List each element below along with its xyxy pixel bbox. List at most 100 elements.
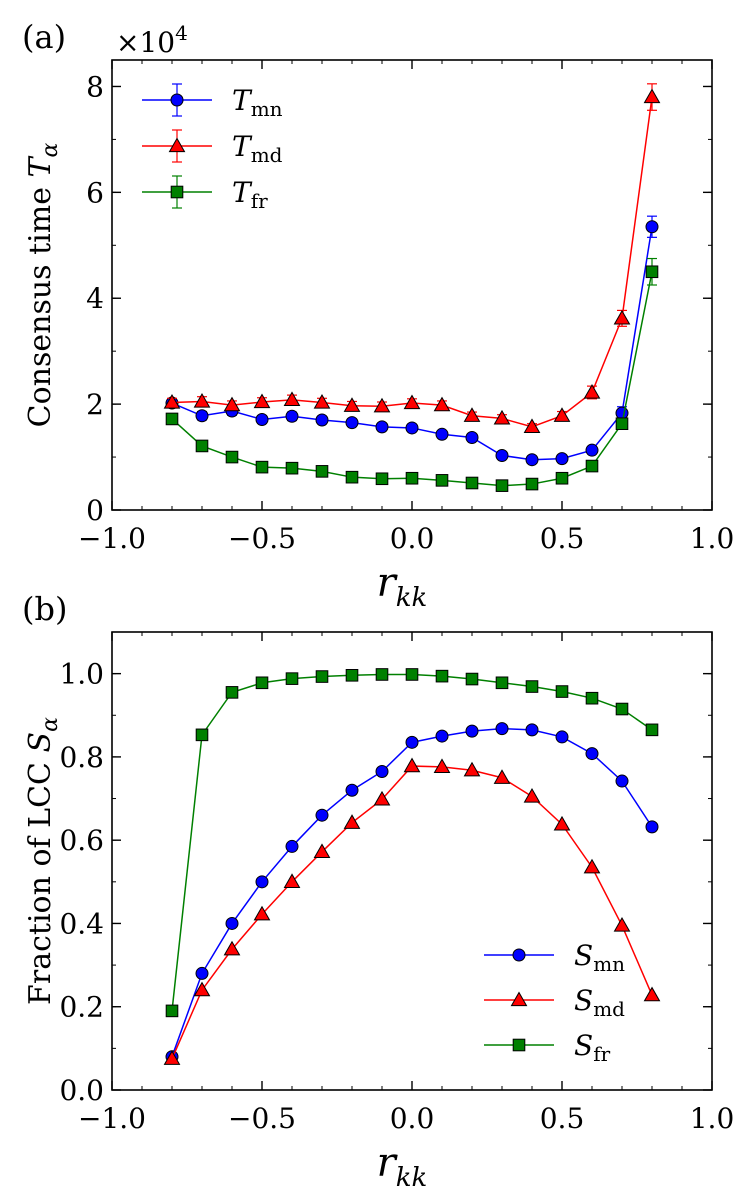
data-point-md bbox=[463, 407, 481, 422]
x-axis-label: rkk bbox=[377, 560, 428, 613]
data-point-mn bbox=[255, 875, 269, 889]
y-tick-label: 0.4 bbox=[59, 907, 104, 940]
y-tick-label: 6 bbox=[86, 176, 104, 209]
data-point-mn bbox=[465, 724, 479, 738]
y-tick-label: 2 bbox=[86, 388, 104, 421]
data-point-fr bbox=[285, 461, 299, 475]
y-multiplier: ×104 bbox=[116, 21, 188, 59]
legend-label-mn: Smn bbox=[574, 939, 625, 976]
data-point-md bbox=[283, 873, 301, 888]
legend-marker-fr bbox=[170, 185, 184, 199]
y-tick-label: 0.6 bbox=[59, 824, 104, 857]
data-point-mn bbox=[435, 729, 449, 743]
data-point-md bbox=[223, 396, 241, 412]
data-point-mn bbox=[435, 427, 449, 441]
legend-label-sub: md bbox=[593, 997, 625, 1021]
legend-marker-fr bbox=[512, 1038, 526, 1052]
panel-b: (b) −1.0 −0.5 0.0 0.5 1.0 0.0 0.2 0.4 0.6 0.8 1.0 rk… bbox=[22, 590, 734, 1191]
data-point-fr bbox=[495, 479, 509, 492]
data-point-md bbox=[613, 917, 631, 932]
data-point-fr bbox=[375, 668, 389, 681]
series-md bbox=[163, 757, 661, 1065]
data-point-md bbox=[223, 940, 241, 956]
data-point-mn bbox=[465, 430, 479, 444]
data-point-fr bbox=[255, 676, 269, 690]
data-point-mn bbox=[615, 774, 629, 788]
y-axis-label-sub: α bbox=[38, 143, 63, 158]
data-point-md bbox=[403, 394, 421, 410]
legend-marker-mn bbox=[512, 948, 526, 962]
series-mn bbox=[165, 215, 659, 467]
data-point-mn bbox=[195, 966, 209, 980]
data-point-md bbox=[373, 397, 391, 413]
data-point-mn bbox=[525, 723, 539, 737]
y-multiplier-exponent: 4 bbox=[175, 21, 188, 45]
panel-a: (a)−1.0 −0.5 0.0 0.5 1.002468×104rkkConsensu… bbox=[22, 18, 734, 613]
data-point-md bbox=[193, 392, 211, 408]
x-axis-label-var: r bbox=[377, 1140, 399, 1186]
data-point-mn bbox=[555, 730, 569, 744]
legend-marker-md bbox=[510, 991, 528, 1007]
y-multiplier-base: ×10 bbox=[116, 26, 175, 59]
legend-label-sub: fr bbox=[251, 189, 268, 213]
data-point-mn bbox=[495, 448, 509, 462]
y-tick-label: 0 bbox=[86, 494, 104, 527]
data-point-mn bbox=[375, 764, 389, 778]
data-point-mn bbox=[315, 413, 329, 427]
data-point-fr bbox=[555, 471, 569, 485]
data-point-md bbox=[553, 407, 571, 422]
data-point-mn bbox=[345, 783, 359, 797]
data-point-mn bbox=[405, 735, 419, 749]
legend-label-var: T bbox=[232, 130, 253, 163]
data-point-mn bbox=[495, 722, 509, 736]
data-point-md bbox=[613, 309, 631, 325]
data-point-fr bbox=[315, 670, 329, 683]
y-axis-label-text: Fraction of LCC bbox=[23, 752, 58, 1004]
data-point-md bbox=[253, 905, 271, 921]
data-point-mn bbox=[615, 406, 629, 420]
legend-label-md: Tmd bbox=[232, 130, 283, 167]
data-point-md bbox=[493, 769, 511, 784]
data-point-md bbox=[343, 397, 361, 412]
x-tick-label: 0.0 bbox=[390, 522, 435, 555]
data-point-fr bbox=[225, 686, 239, 699]
y-axis-label-text: Consensus time bbox=[23, 178, 58, 428]
data-point-md bbox=[433, 396, 451, 412]
x-axis-label: rkk bbox=[377, 1140, 428, 1191]
legend-label-sub: fr bbox=[593, 1042, 610, 1066]
series-fr bbox=[165, 257, 659, 492]
data-point-fr bbox=[525, 680, 539, 693]
data-point-md bbox=[253, 393, 271, 409]
data-point-fr bbox=[435, 474, 449, 487]
data-point-fr bbox=[345, 470, 359, 484]
data-point-fr bbox=[195, 439, 209, 453]
legend-label-md: Smd bbox=[574, 984, 625, 1021]
data-point-mn bbox=[525, 453, 539, 467]
y-axis-label-sub: α bbox=[38, 717, 63, 732]
legend-label-var: S bbox=[574, 984, 593, 1017]
data-point-md bbox=[643, 986, 661, 1002]
legend-label-fr: Tfr bbox=[232, 176, 268, 213]
data-point-md bbox=[403, 757, 421, 773]
data-point-md bbox=[163, 1050, 181, 1065]
data-point-fr bbox=[615, 417, 629, 431]
legend-label-var: T bbox=[232, 176, 253, 209]
data-point-md bbox=[343, 814, 361, 829]
data-point-md bbox=[643, 88, 661, 104]
x-tick-label: −0.5 bbox=[228, 1102, 296, 1135]
legend-label-var: S bbox=[574, 1029, 593, 1062]
y-tick-label: 1.0 bbox=[59, 658, 104, 691]
legend-label-fr: Sfr bbox=[574, 1029, 611, 1066]
y-axis-label-var: S bbox=[23, 732, 58, 753]
data-point-md bbox=[313, 394, 331, 409]
y-tick-label: 0.0 bbox=[59, 1074, 104, 1107]
legend-label-sub: mn bbox=[593, 952, 625, 976]
data-point-fr bbox=[405, 668, 419, 681]
data-point-mn bbox=[585, 747, 599, 761]
data-point-mn bbox=[645, 820, 659, 834]
y-tick-label: 8 bbox=[86, 70, 104, 103]
data-point-md bbox=[523, 418, 541, 434]
data-point-md bbox=[163, 394, 181, 409]
data-point-fr bbox=[165, 412, 179, 426]
data-point-fr bbox=[255, 460, 269, 474]
